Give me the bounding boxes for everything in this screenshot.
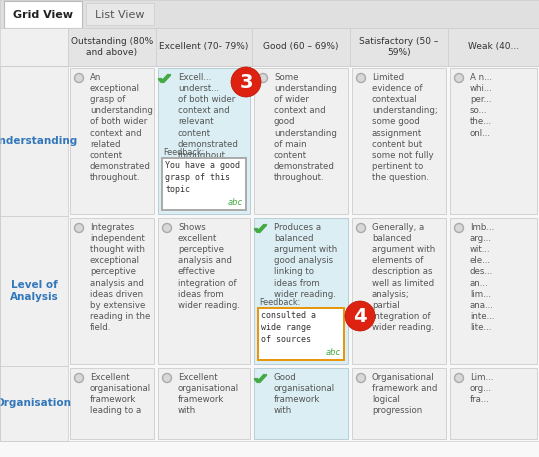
Text: 3: 3 [239,74,253,92]
Text: Shows
excellent
perceptive
analysis and
effective
integration of
ideas from
wide: Shows excellent perceptive analysis and … [178,223,240,310]
Text: Integrates
independent
thought with
exceptional
perceptive
analysis and
ideas dr: Integrates independent thought with exce… [90,223,150,332]
FancyBboxPatch shape [70,218,154,364]
Circle shape [74,373,84,383]
Circle shape [231,67,261,97]
Text: Good
organisational
framework
with: Good organisational framework with [274,373,335,415]
FancyBboxPatch shape [450,218,537,364]
Circle shape [454,74,464,83]
Text: List View: List View [95,10,145,20]
Text: Limited
evidence of
contextual
understanding;
some good
assignment
content but
s: Limited evidence of contextual understan… [372,73,438,182]
FancyBboxPatch shape [0,0,539,28]
Text: Produces a
balanced
argument with
good analysis
linking to
ideas from
wider read: Produces a balanced argument with good a… [274,223,337,298]
FancyBboxPatch shape [162,158,246,210]
Text: You have a good
grasp of this
topic: You have a good grasp of this topic [165,161,240,194]
Text: Satisfactory (50 –
59%): Satisfactory (50 – 59%) [360,37,439,57]
Text: Generally, a
balanced
argument with
elements of
description as
well as limited
a: Generally, a balanced argument with elem… [372,223,436,332]
Circle shape [454,223,464,233]
Text: Grid View: Grid View [13,10,73,20]
FancyBboxPatch shape [448,28,539,66]
FancyBboxPatch shape [158,68,250,214]
Text: Good (60 – 69%): Good (60 – 69%) [263,43,338,52]
FancyBboxPatch shape [0,66,68,216]
FancyBboxPatch shape [254,218,348,364]
Circle shape [356,223,365,233]
FancyBboxPatch shape [158,218,250,364]
Text: 4: 4 [353,308,367,326]
Circle shape [259,74,267,83]
Text: Excellent
organisational
framework
leading to a: Excellent organisational framework leadi… [90,373,151,415]
Text: An
exceptional
grasp of
understanding
of both wider
context and
related
content
: An exceptional grasp of understanding of… [90,73,153,182]
FancyBboxPatch shape [352,68,446,214]
FancyBboxPatch shape [352,218,446,364]
FancyBboxPatch shape [254,68,348,214]
FancyBboxPatch shape [0,28,539,457]
Circle shape [74,223,84,233]
Circle shape [345,301,375,331]
FancyBboxPatch shape [156,28,252,66]
Circle shape [162,223,171,233]
Circle shape [162,373,171,383]
FancyBboxPatch shape [68,28,156,66]
FancyBboxPatch shape [86,3,154,25]
FancyBboxPatch shape [450,368,537,439]
Text: Excellent (70- 79%): Excellent (70- 79%) [160,43,248,52]
Text: consulted a
wide range
of sources: consulted a wide range of sources [261,311,316,344]
Text: Outstanding (80%
and above): Outstanding (80% and above) [71,37,153,57]
Text: Feedback:: Feedback: [259,298,300,307]
Text: abc: abc [326,348,341,357]
FancyBboxPatch shape [4,1,82,28]
FancyBboxPatch shape [0,216,68,366]
Text: Feedback:: Feedback: [163,148,204,157]
FancyBboxPatch shape [258,308,344,360]
FancyBboxPatch shape [350,28,448,66]
Text: abc: abc [228,198,243,207]
FancyBboxPatch shape [158,368,250,439]
FancyBboxPatch shape [70,368,154,439]
FancyBboxPatch shape [70,68,154,214]
FancyBboxPatch shape [254,368,348,439]
Text: Imb...
arg...
wit...
ele...
des...
an...
lim...
ana...
inte...
lite...: Imb... arg... wit... ele... des... an...… [470,223,494,332]
FancyBboxPatch shape [0,28,68,66]
FancyBboxPatch shape [450,68,537,214]
Circle shape [356,74,365,83]
Text: Lim...
org...
fra...: Lim... org... fra... [470,373,493,404]
Text: Organisation: Organisation [0,399,72,409]
Text: Understanding: Understanding [0,136,78,146]
Text: Organisational
framework and
logical
progression: Organisational framework and logical pro… [372,373,437,415]
Circle shape [356,373,365,383]
FancyBboxPatch shape [0,366,68,441]
Text: Excellent
organisational
framework
with: Excellent organisational framework with [178,373,239,415]
FancyBboxPatch shape [352,368,446,439]
Circle shape [74,74,84,83]
FancyBboxPatch shape [252,28,350,66]
Text: A n...
whi...
per...
so...
the...
onl...: A n... whi... per... so... the... onl... [470,73,493,138]
Text: Level of
Analysis: Level of Analysis [10,280,58,302]
Text: Weak (40...: Weak (40... [468,43,519,52]
Text: Some
understanding
of wider
context and
good
understanding
of main
content
demon: Some understanding of wider context and … [274,73,337,182]
Text: Excell...
underst...
of both wider
context and
relevant
content
demonstrated
thr: Excell... underst... of both wider conte… [178,73,239,159]
Circle shape [454,373,464,383]
